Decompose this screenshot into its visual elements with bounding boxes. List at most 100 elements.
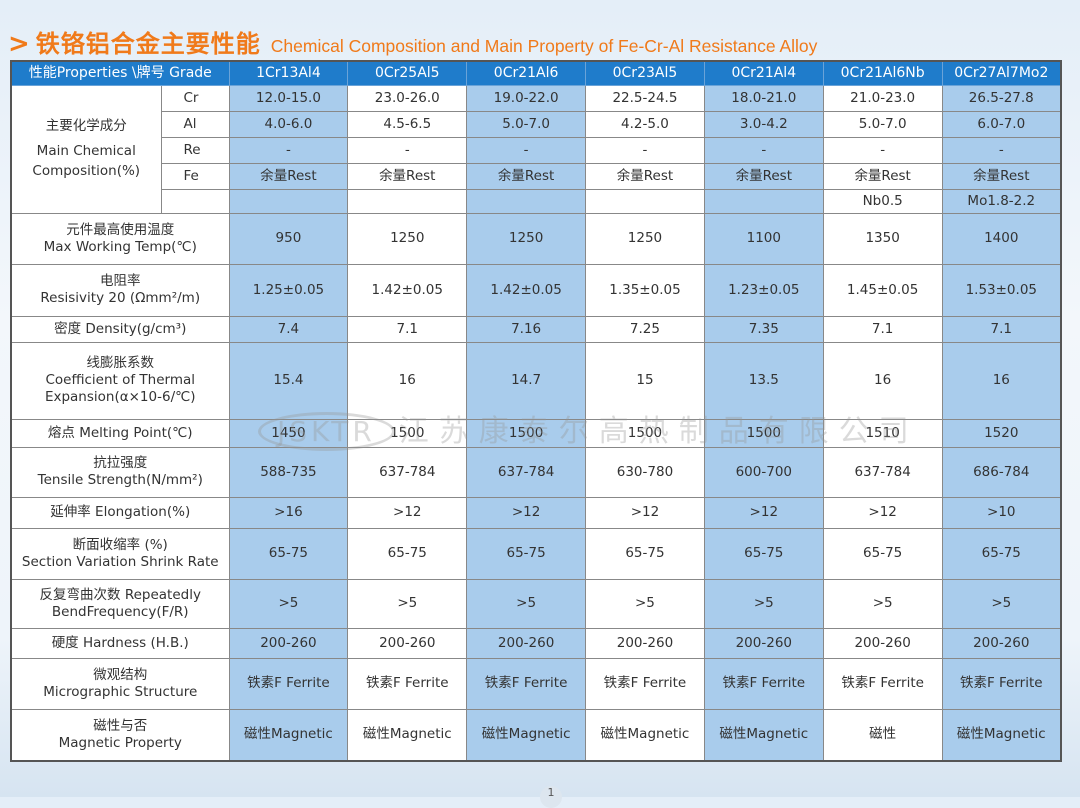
property-value: 1400 <box>941 212 1062 265</box>
property-value: 铁素F Ferrite <box>466 657 587 710</box>
property-label: 磁性与否 Magnetic Property <box>10 708 230 762</box>
property-row: 延伸率 Elongation(%) >16 >12 >12 >12 >12 >12 >10 <box>10 496 1062 529</box>
property-row: 断面收缩率 (%) Section Variation Shrink Rate 65… <box>10 527 1062 580</box>
property-value: 686-784 <box>941 446 1062 498</box>
composition-value: - <box>941 136 1062 164</box>
composition-value: 余量Rest <box>941 162 1062 190</box>
property-value: 1250 <box>347 212 468 265</box>
grade-header: 0Cr25Al5 <box>347 60 468 86</box>
composition-value <box>228 188 349 214</box>
property-row: 熔点 Melting Point(℃) 1450 1500 1500 1500 1500 1… <box>10 418 1062 448</box>
property-value: 65-75 <box>941 527 1062 580</box>
property-row: 磁性与否 Magnetic Property 磁性Magnetic 磁性Magneti… <box>10 708 1062 762</box>
property-value: 1.42±0.05 <box>347 263 468 317</box>
property-row: 抗拉强度 Tensile Strength(N/mm²) 588-735 637-78… <box>10 446 1062 498</box>
property-value: 588-735 <box>228 446 349 498</box>
alloy-property-table: 性能Properties \牌号 Grade 1Cr13Al4 0Cr25Al5 0C… <box>10 60 1062 762</box>
property-value: 200-260 <box>585 627 705 659</box>
property-value: 1500 <box>585 418 705 448</box>
composition-value: 4.2-5.0 <box>585 110 705 138</box>
property-value: 7.1 <box>347 315 468 343</box>
composition-label: 主要化学成分 Main Chemical Composition(%) <box>10 84 162 214</box>
property-row: 电阻率 Resisivity 20 (Ωmm²/m) 1.25±0.05 1.42±0… <box>10 263 1062 317</box>
property-label: 硬度 Hardness (H.B.) <box>10 627 230 659</box>
composition-value: 余量Rest <box>466 162 587 190</box>
property-value: 7.16 <box>466 315 587 343</box>
property-label: 密度 Density(g/cm³) <box>10 315 230 343</box>
property-value: 600-700 <box>703 446 824 498</box>
composition-value <box>466 188 587 214</box>
property-value: >12 <box>822 496 943 529</box>
property-value: 磁性Magnetic <box>941 708 1062 762</box>
property-value: >16 <box>228 496 349 529</box>
property-value: 7.4 <box>228 315 349 343</box>
composition-value: - <box>228 136 349 164</box>
property-value: 200-260 <box>347 627 468 659</box>
property-label: 电阻率 Resisivity 20 (Ωmm²/m) <box>10 263 230 317</box>
composition-value: - <box>466 136 587 164</box>
property-value: 1.35±0.05 <box>585 263 705 317</box>
property-value: 铁素F Ferrite <box>941 657 1062 710</box>
grade-header: 0Cr21Al4 <box>703 60 824 86</box>
property-value: 磁性Magnetic <box>228 708 349 762</box>
composition-value: Mo1.8-2.2 <box>941 188 1062 214</box>
composition-value <box>585 188 705 214</box>
property-value: 200-260 <box>228 627 349 659</box>
property-value: 磁性Magnetic <box>347 708 468 762</box>
property-value: 7.1 <box>822 315 943 343</box>
property-value: >5 <box>941 578 1062 629</box>
composition-row: Fe 余量Rest 余量Rest 余量Rest 余量Rest 余量Rest 余量Rest 余量… <box>11 162 1062 190</box>
title-en: Chemical Composition and Main Property o… <box>270 36 818 56</box>
page-title: > 铁铬铝合金主要性能 Chemical Composition and Mai… <box>8 24 817 59</box>
grade-header: 0Cr23Al5 <box>585 60 705 86</box>
property-value: >5 <box>585 578 705 629</box>
composition-value: - <box>347 136 468 164</box>
grade-header: 0Cr27Al7Mo2 <box>941 60 1062 86</box>
property-label: 线膨胀系数 Coefficient of Thermal Expansion(α×… <box>10 341 230 420</box>
property-value: 铁素F Ferrite <box>822 657 943 710</box>
property-value: >5 <box>347 578 468 629</box>
property-value: >10 <box>941 496 1062 529</box>
header-label: 性能Properties \牌号 Grade <box>10 60 230 86</box>
property-value: 200-260 <box>941 627 1062 659</box>
property-value: >12 <box>703 496 824 529</box>
property-value: 1510 <box>822 418 943 448</box>
composition-value: 23.0-26.0 <box>347 84 468 112</box>
property-value: 铁素F Ferrite <box>228 657 349 710</box>
property-value: 1.25±0.05 <box>228 263 349 317</box>
property-value: 65-75 <box>585 527 705 580</box>
property-value: 1100 <box>703 212 824 265</box>
composition-value: 余量Rest <box>822 162 943 190</box>
property-value: 637-784 <box>466 446 587 498</box>
property-value: 16 <box>822 341 943 420</box>
property-value: 磁性Magnetic <box>466 708 587 762</box>
composition-value <box>703 188 824 214</box>
composition-value: 余量Rest <box>347 162 468 190</box>
property-value: 1.45±0.05 <box>822 263 943 317</box>
grade-header: 0Cr21Al6 <box>466 60 587 86</box>
property-value: >12 <box>585 496 705 529</box>
composition-value: 4.0-6.0 <box>228 110 349 138</box>
property-value: 1520 <box>941 418 1062 448</box>
property-value: 15 <box>585 341 705 420</box>
element-label: Fe <box>160 162 230 190</box>
property-value: 1250 <box>585 212 705 265</box>
element-label: Cr <box>160 84 230 112</box>
property-value: >5 <box>228 578 349 629</box>
arrow-icon: > <box>8 29 30 59</box>
property-value: 65-75 <box>466 527 587 580</box>
property-value: 65-75 <box>703 527 824 580</box>
composition-value <box>347 188 468 214</box>
property-value: 1500 <box>466 418 587 448</box>
property-value: >5 <box>822 578 943 629</box>
composition-value: 5.0-7.0 <box>822 110 943 138</box>
composition-value: 余量Rest <box>703 162 824 190</box>
property-value: 200-260 <box>466 627 587 659</box>
property-label: 延伸率 Elongation(%) <box>10 496 230 529</box>
property-value: 铁素F Ferrite <box>703 657 824 710</box>
composition-value: 余量Rest <box>228 162 349 190</box>
composition-value: 21.0-23.0 <box>822 84 943 112</box>
property-value: 14.7 <box>466 341 587 420</box>
property-value: 7.25 <box>585 315 705 343</box>
grade-header: 0Cr21Al6Nb <box>822 60 943 86</box>
